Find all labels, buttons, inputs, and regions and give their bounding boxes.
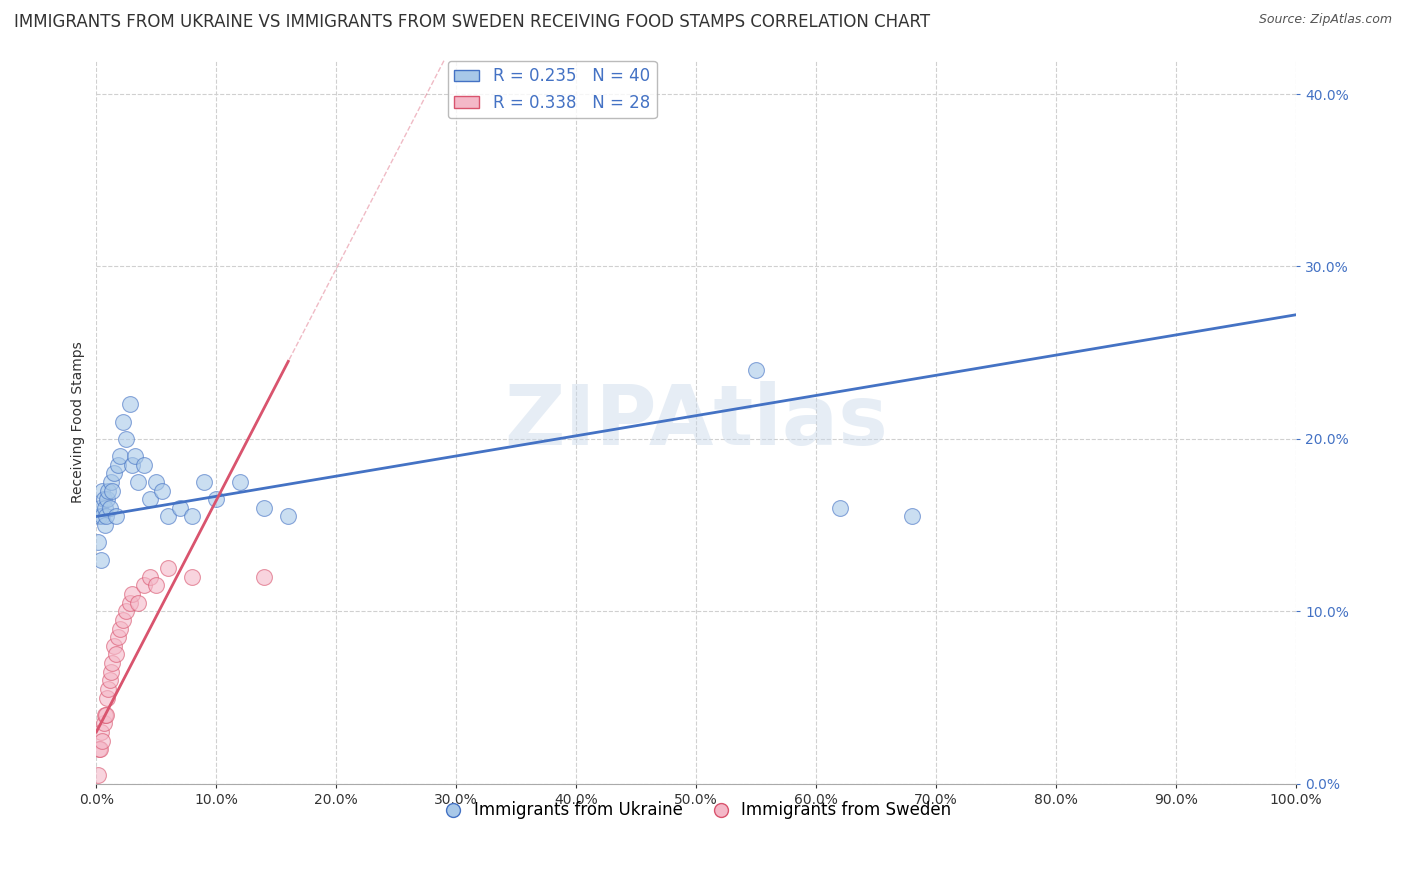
Point	[91, 483, 114, 498]
Point	[139, 570, 162, 584]
Point	[101, 483, 124, 498]
Point	[145, 578, 167, 592]
Point	[169, 500, 191, 515]
Point	[103, 467, 125, 481]
Point	[121, 458, 143, 472]
Point	[205, 492, 228, 507]
Point	[93, 492, 115, 507]
Point	[121, 587, 143, 601]
Point	[193, 475, 215, 489]
Point	[181, 509, 204, 524]
Point	[90, 552, 112, 566]
Point	[97, 681, 120, 696]
Point	[93, 716, 115, 731]
Point	[150, 483, 173, 498]
Point	[104, 648, 127, 662]
Point	[157, 509, 180, 524]
Point	[253, 570, 276, 584]
Point	[90, 725, 112, 739]
Point	[98, 500, 121, 515]
Point	[901, 509, 924, 524]
Point	[89, 742, 111, 756]
Point	[87, 509, 110, 524]
Point	[86, 535, 108, 549]
Point	[94, 707, 117, 722]
Point	[229, 475, 252, 489]
Point	[91, 733, 114, 747]
Point	[111, 613, 134, 627]
Point	[103, 639, 125, 653]
Point	[115, 604, 138, 618]
Point	[139, 492, 162, 507]
Point	[89, 500, 111, 515]
Point	[94, 707, 117, 722]
Point	[94, 518, 117, 533]
Point	[98, 673, 121, 688]
Point	[118, 397, 141, 411]
Legend: Immigrants from Ukraine, Immigrants from Sweden: Immigrants from Ukraine, Immigrants from…	[434, 795, 957, 826]
Point	[127, 475, 149, 489]
Point	[145, 475, 167, 489]
Point	[101, 656, 124, 670]
Point	[97, 483, 120, 498]
Point	[118, 596, 141, 610]
Y-axis label: Receiving Food Stamps: Receiving Food Stamps	[72, 341, 86, 502]
Point	[115, 432, 138, 446]
Point	[157, 561, 180, 575]
Point	[91, 509, 114, 524]
Point	[745, 363, 768, 377]
Point	[111, 415, 134, 429]
Point	[134, 578, 156, 592]
Point	[253, 500, 276, 515]
Point	[86, 768, 108, 782]
Point	[100, 665, 122, 679]
Point	[828, 500, 851, 515]
Point	[87, 742, 110, 756]
Text: Source: ZipAtlas.com: Source: ZipAtlas.com	[1258, 13, 1392, 27]
Point	[181, 570, 204, 584]
Point	[107, 630, 129, 644]
Point	[127, 596, 149, 610]
Point	[104, 509, 127, 524]
Point	[124, 449, 146, 463]
Point	[110, 622, 132, 636]
Point	[134, 458, 156, 472]
Point	[96, 492, 118, 507]
Point	[94, 509, 117, 524]
Point	[100, 475, 122, 489]
Point	[110, 449, 132, 463]
Text: ZIPAtlas: ZIPAtlas	[505, 381, 889, 462]
Point	[96, 690, 118, 705]
Text: IMMIGRANTS FROM UKRAINE VS IMMIGRANTS FROM SWEDEN RECEIVING FOOD STAMPS CORRELAT: IMMIGRANTS FROM UKRAINE VS IMMIGRANTS FR…	[14, 13, 931, 31]
Point	[94, 500, 117, 515]
Point	[277, 509, 299, 524]
Point	[107, 458, 129, 472]
